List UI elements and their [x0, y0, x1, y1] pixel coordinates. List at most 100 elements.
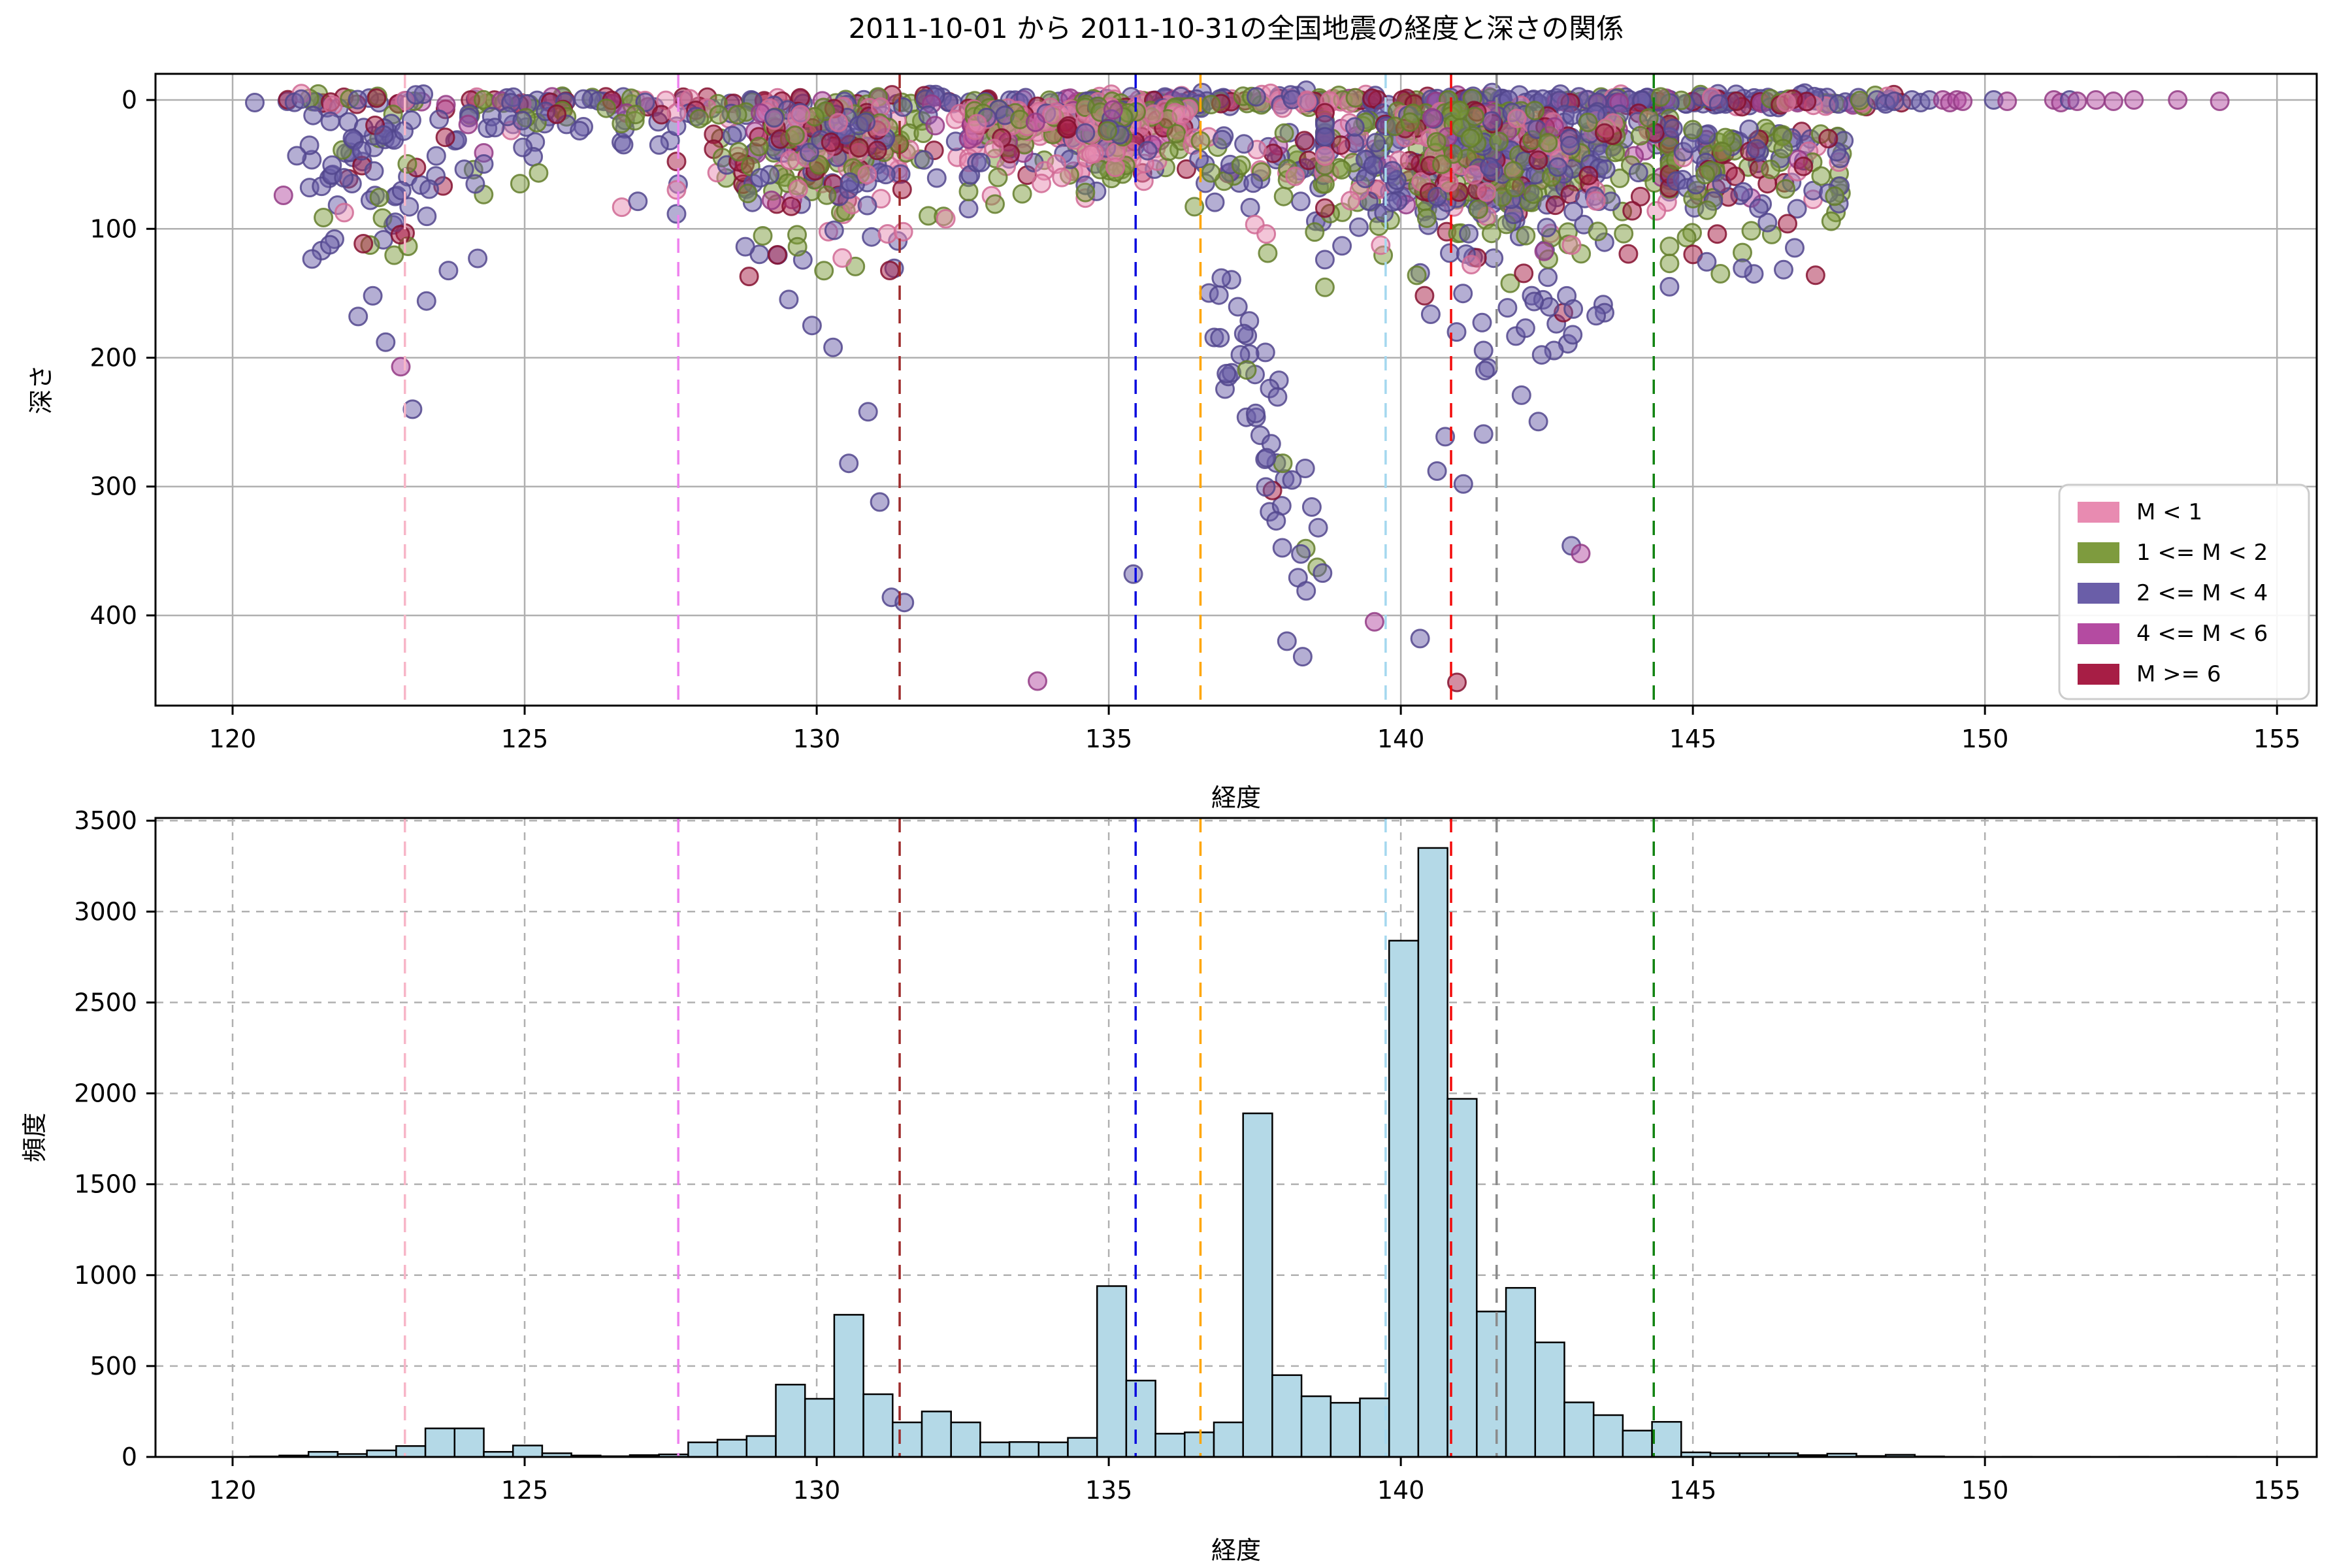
scatter-point	[1469, 199, 1488, 220]
scatter-point	[1159, 141, 1179, 161]
scatter-point	[867, 140, 887, 161]
scatter-point	[1256, 448, 1277, 468]
histogram-bar	[1417, 847, 1448, 1457]
scatter-point	[1659, 253, 1680, 274]
histogram-bar	[1534, 1341, 1565, 1457]
scatter-reference-lines	[404, 74, 1655, 706]
y-tick-label: 500	[90, 1352, 137, 1380]
scatter-point	[1407, 265, 1427, 286]
scatter-point	[1741, 221, 1761, 241]
scatter-point	[1528, 150, 1548, 171]
scatter-point	[1422, 108, 1442, 128]
scatter-point	[320, 111, 340, 131]
scatter-point	[1285, 166, 1305, 186]
histogram-bars	[249, 847, 2237, 1457]
scatter-point	[1292, 647, 1313, 667]
y-tick-label: 100	[90, 214, 137, 243]
scatter-point	[374, 125, 394, 145]
scatter-point	[1515, 318, 1535, 338]
x-tick-label: 145	[1669, 725, 1717, 753]
scatter-point	[1697, 252, 1717, 272]
scatter-point	[1511, 385, 1531, 405]
scatter-point	[894, 593, 915, 613]
scatter-point	[1818, 129, 1838, 149]
scatter-point	[1432, 154, 1452, 174]
scatter-point	[1201, 163, 1221, 183]
scatter-point	[1256, 477, 1276, 497]
scatter-point	[1472, 312, 1492, 333]
scatter-point	[967, 114, 987, 134]
histogram-bar	[745, 1435, 777, 1457]
histogram-reference-lines	[404, 818, 1655, 1457]
scatter-point	[1237, 360, 1257, 380]
scatter-point	[722, 125, 742, 146]
scatter-point	[1528, 412, 1548, 432]
scatter-point	[2124, 90, 2144, 110]
scatter-point	[1586, 306, 1607, 326]
histogram-bar	[395, 1445, 427, 1457]
scatter-point	[735, 237, 755, 257]
scatter-point	[828, 112, 849, 133]
scatter-point	[1447, 672, 1467, 693]
scatter-point	[870, 97, 890, 117]
scatter-point	[1052, 167, 1072, 188]
legend-swatch	[2078, 623, 2119, 644]
scatter-point	[1482, 111, 1502, 131]
scatter-point	[1712, 142, 1733, 161]
histogram-bar	[1067, 1437, 1098, 1457]
y-tick-label: 200	[90, 343, 137, 372]
scatter-ylabel: 深さ	[27, 365, 56, 414]
scatter-point	[435, 127, 455, 148]
scatter-point	[1211, 268, 1232, 288]
scatter-point	[1475, 361, 1495, 381]
scatter-point	[1473, 424, 1494, 444]
scatter-point	[1075, 123, 1096, 143]
scatter-point	[849, 138, 869, 158]
scatter-point	[273, 186, 293, 205]
scatter-point	[376, 332, 396, 352]
scatter-point	[1273, 453, 1293, 474]
scatter-point	[1563, 201, 1584, 221]
scatter-point	[1884, 91, 1904, 111]
scatter-point	[1273, 186, 1294, 206]
scatter-point	[1538, 133, 1558, 153]
scatter-point	[419, 179, 439, 199]
scatter-point	[1282, 470, 1302, 490]
x-tick-label: 140	[1377, 1476, 1425, 1505]
scatter-point	[1315, 146, 1335, 166]
x-tick-label: 125	[501, 1476, 549, 1505]
legend-box	[2058, 483, 2310, 700]
scatter-point	[474, 154, 494, 174]
scatter-point	[574, 89, 593, 109]
scatter-point	[1366, 133, 1386, 153]
scatter-point	[319, 235, 340, 255]
scatter-point	[753, 226, 773, 246]
y-tick-label: 3000	[74, 897, 137, 926]
scatter-point	[1793, 156, 1814, 176]
scatter-point	[1103, 100, 1123, 120]
scatter-point	[1821, 211, 1841, 231]
scatter-point	[1805, 265, 1825, 286]
scatter-point	[823, 337, 843, 357]
x-tick-label: 150	[1961, 725, 2009, 753]
scatter-point	[348, 90, 368, 110]
scatter-point	[824, 220, 844, 240]
scatter-point	[1426, 132, 1446, 152]
scatter-point	[402, 399, 423, 419]
scatter-point	[1727, 91, 1746, 111]
histogram-bar	[833, 1314, 864, 1457]
histogram-bar	[862, 1393, 894, 1457]
scatter-point	[364, 161, 384, 181]
scatter-point	[1548, 157, 1568, 177]
x-tick-label: 140	[1377, 725, 1425, 753]
scatter-point	[802, 316, 822, 336]
scatter-point	[689, 108, 710, 129]
scatter-point	[1503, 161, 1524, 181]
scatter-point	[1025, 112, 1045, 133]
scatter-point	[1697, 200, 1717, 220]
scatter-point	[857, 165, 877, 184]
scatter-point	[287, 146, 307, 166]
scatter-point	[1258, 243, 1278, 263]
scatter-point	[369, 188, 389, 208]
scatter-point	[1032, 173, 1051, 193]
